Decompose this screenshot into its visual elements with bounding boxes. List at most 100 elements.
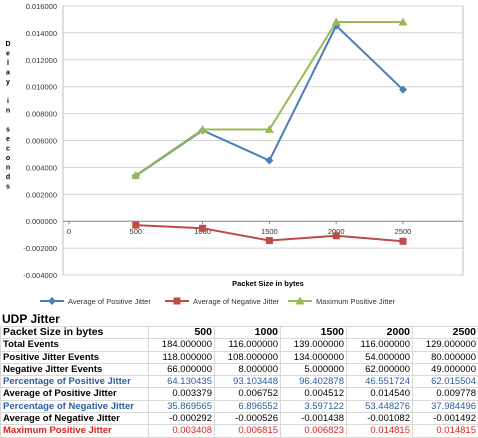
value-cell: 118.000000: [149, 351, 215, 363]
value-cell: 0.003408: [149, 425, 215, 437]
value-cell: 116.000000: [347, 339, 413, 351]
legend-label: Average of Negative Jitter: [193, 297, 280, 306]
table-title: UDP Jitter: [2, 312, 60, 326]
value-cell: 6.896552: [215, 400, 281, 412]
value-cell: 62.015504: [413, 376, 478, 388]
data-point: [132, 222, 139, 229]
row-label-cell: Percentage of Positive Jitter: [1, 376, 149, 388]
row-label-cell: Percentage of Negative Jitter: [1, 400, 149, 412]
value-cell: 37.984496: [413, 400, 478, 412]
data-point: [199, 225, 206, 232]
y-tick-label: 0.012000: [26, 56, 57, 65]
y-tick-label: 0.006000: [26, 137, 57, 146]
y-axis-title-char: e: [6, 51, 10, 58]
header-label-cell: Packet Size in bytes: [1, 327, 149, 339]
value-cell: 184.000000: [149, 339, 215, 351]
x-axis-title: Packet Size in bytes: [232, 279, 304, 288]
data-point: [333, 232, 340, 239]
value-cell: 66.000000: [149, 363, 215, 375]
value-cell: 0.004512: [281, 388, 347, 400]
value-cell: 3.597122: [281, 400, 347, 412]
header-size-cell: 2500: [413, 327, 478, 339]
row-label-cell: Maximum Positive Jitter: [1, 425, 149, 437]
value-cell: -0.001438: [281, 413, 347, 425]
header-size-cell: 1000: [215, 327, 281, 339]
y-tick-label: 0.008000: [26, 110, 57, 119]
data-point: [266, 237, 273, 244]
data-point: [400, 238, 407, 245]
x-tick-label: 1500: [261, 227, 278, 236]
y-axis-title-char: e: [6, 136, 10, 143]
data-point: [48, 297, 56, 305]
header-size-cell: 2000: [347, 327, 413, 339]
header-size-cell: 500: [149, 327, 215, 339]
value-cell: -0.000526: [215, 413, 281, 425]
value-cell: 129.000000: [413, 339, 478, 351]
value-cell: 93.103448: [215, 376, 281, 388]
y-axis-title-char: s: [6, 184, 10, 191]
row-label-cell: Average of Negative Jitter: [1, 413, 149, 425]
row-label-cell: Average of Positive Jitter: [1, 388, 149, 400]
value-cell: 64.130435: [149, 376, 215, 388]
value-cell: 49.000000: [413, 363, 478, 375]
y-axis-title-char: y: [6, 79, 10, 86]
x-tick-label: 2500: [395, 227, 412, 236]
row-label-cell: Positive Jitter Events: [1, 351, 149, 363]
y-axis-title-char: d: [6, 174, 10, 181]
y-axis-title-char: c: [6, 146, 10, 153]
row-label-cell: Total Events: [1, 339, 149, 351]
value-cell: 62.000000: [347, 363, 413, 375]
y-tick-label: 0.000000: [26, 217, 57, 226]
y-axis-title-char: i: [7, 98, 9, 105]
value-cell: 53.448276: [347, 400, 413, 412]
value-cell: 0.014815: [347, 425, 413, 437]
value-cell: 0.014815: [413, 425, 478, 437]
y-axis-title-char: s: [6, 127, 10, 134]
y-tick-label: 0.010000: [26, 83, 57, 92]
y-tick-label: 0.004000: [26, 163, 57, 172]
row-label-cell: Negative Jitter Events: [1, 363, 149, 375]
header-size-cell: 1500: [281, 327, 347, 339]
legend-label: Average of Positive Jitter: [68, 297, 151, 306]
value-cell: 96.402878: [281, 376, 347, 388]
value-cell: 0.006823: [281, 425, 347, 437]
x-tick-label: 0: [67, 227, 71, 236]
value-cell: 46.551724: [347, 376, 413, 388]
y-tick-label: -0.004000: [23, 271, 57, 280]
value-cell: -0.001082: [347, 413, 413, 425]
y-axis-title-char: n: [6, 165, 10, 172]
y-axis-title-char: n: [6, 108, 10, 115]
jitter-line-chart: 0.016000 0.014000 0.012000 0.010000 0.008000…: [0, 0, 478, 312]
y-tick-label: -0.002000: [23, 244, 57, 253]
y-axis-title-char: o: [6, 155, 10, 162]
value-cell: 35.869565: [149, 400, 215, 412]
y-tick-label: 0.016000: [26, 2, 57, 11]
value-cell: -0.000292: [149, 413, 215, 425]
value-cell: 0.009778: [413, 388, 478, 400]
y-axis-title-char: D: [5, 41, 10, 48]
y-axis-title-char: l: [7, 60, 9, 67]
legend-label: Maximum Positive Jitter: [316, 297, 396, 306]
value-cell: 116.000000: [215, 339, 281, 351]
value-cell: -0.001492: [413, 413, 478, 425]
data-point: [174, 298, 181, 305]
value-cell: 54.000000: [347, 351, 413, 363]
y-tick-label: 0.014000: [26, 29, 57, 38]
y-axis-title-char: a: [6, 70, 10, 77]
value-cell: 0.003379: [149, 388, 215, 400]
value-cell: 80.000000: [413, 351, 478, 363]
y-tick-label: 0.002000: [26, 190, 57, 199]
value-cell: 0.014540: [347, 388, 413, 400]
value-cell: 134.000000: [281, 351, 347, 363]
value-cell: 0.006815: [215, 425, 281, 437]
value-cell: 139.000000: [281, 339, 347, 351]
